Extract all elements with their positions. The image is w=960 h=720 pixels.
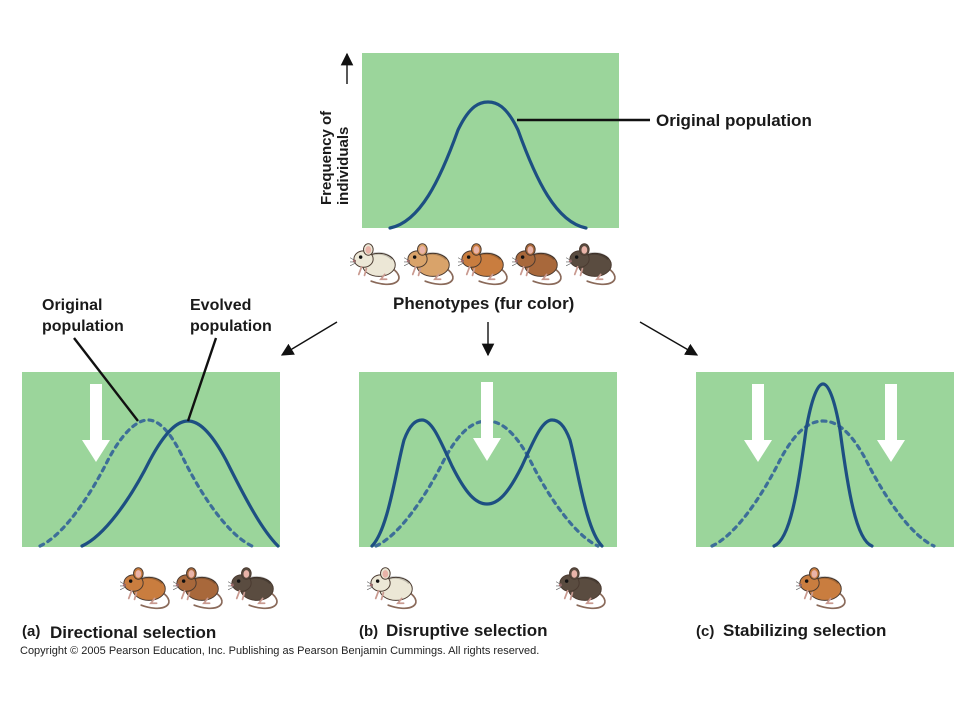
panel-a-evolved-label-line2: population: [190, 318, 272, 335]
top-graph-background: [362, 53, 619, 228]
panel-b-mice: [367, 566, 607, 610]
panel-b-mouse-dark-icon: [556, 566, 607, 610]
panel-a-original-leader: [73, 337, 139, 422]
panel-a-mouse-brown-icon: [173, 566, 224, 610]
panel-c-mouse-orange-icon: [796, 566, 847, 610]
panel-a-original-curve: [38, 418, 254, 548]
panel-b-letter: (b): [359, 623, 378, 640]
panel-c-background: [696, 372, 954, 547]
top-panel: [362, 53, 619, 230]
panel-a-mice: [120, 566, 279, 610]
mouse-dark-icon: [566, 242, 617, 286]
panel-b-title: Disruptive selection: [386, 621, 548, 640]
arrow-to-directional: [280, 321, 338, 356]
panel-a-mouse-dark-icon: [228, 566, 279, 610]
x-axis-label: Phenotypes (fur color): [393, 294, 574, 313]
panel-a-original-label-line1: Original: [42, 297, 102, 314]
panel-stabilizing: [696, 372, 954, 548]
y-axis-label-line2: individuals: [335, 127, 352, 205]
mouse-tan-icon: [404, 242, 455, 286]
mouse-orange-icon: [458, 242, 509, 286]
y-axis-label: Frequency of individuals: [318, 110, 352, 205]
panel-a-title: Directional selection: [50, 623, 216, 642]
arrow-to-stabilizing: [639, 321, 699, 356]
panel-b-evolved-curve: [370, 418, 604, 548]
panel-c-original-curve: [710, 419, 936, 548]
panel-a-evolved-leader: [186, 337, 218, 422]
top-curve-label: Original population: [656, 111, 812, 130]
mouse-brown-icon: [512, 242, 563, 286]
panel-directional: [22, 372, 280, 548]
panel-a-mouse-orange-icon: [120, 566, 171, 610]
top-original-curve: [388, 100, 588, 230]
panel-a-selection-arrow-icon: [82, 384, 110, 462]
panel-c-title: Stabilizing selection: [723, 621, 886, 640]
panel-c-evolved-curve: [772, 382, 874, 548]
panel-b-selection-arrow-icon: [473, 382, 501, 461]
copyright-notice: Copyright © 2005 Pearson Education, Inc.…: [20, 645, 539, 657]
mouse-light-icon: [350, 242, 401, 286]
panel-disruptive: [359, 372, 617, 548]
panel-c-selection-arrow-right-icon: [877, 384, 905, 462]
panel-c-selection-arrow-left-icon: [744, 384, 772, 462]
panel-a-original-label-line2: population: [42, 318, 124, 335]
panel-b-mouse-light-icon: [367, 566, 418, 610]
panel-a-letter: (a): [22, 623, 40, 640]
top-mice-row: [350, 242, 617, 286]
panel-c-mice: [796, 566, 847, 610]
panel-a-evolved-label-line1: Evolved: [190, 297, 251, 314]
y-axis-label-line1: Frequency of: [318, 110, 335, 205]
panel-c-letter: (c): [696, 623, 714, 640]
